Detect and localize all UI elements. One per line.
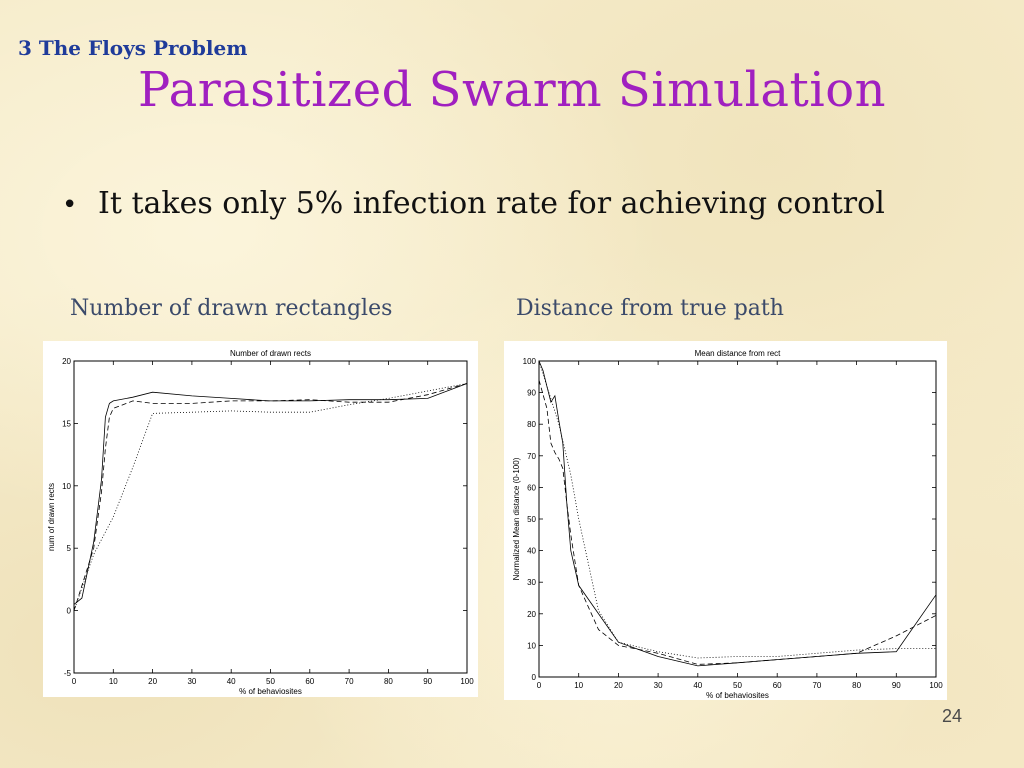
- y-tick-label: 90: [527, 389, 536, 398]
- right-chart-panel: Mean distance from rect 0 10 20 30 40 50 60 70 80…: [504, 341, 947, 700]
- x-tick-label: 70: [345, 677, 354, 686]
- series-line-dotted: [73, 383, 468, 611]
- page-number: 24: [941, 706, 962, 726]
- y-tick-label: 0: [67, 607, 72, 616]
- right-chart-caption: Distance from true path: [516, 296, 784, 321]
- x-tick-label: 90: [892, 681, 901, 690]
- x-tick-label: 10: [574, 681, 583, 690]
- y-tick-label: 40: [527, 547, 536, 556]
- series-line-solid: [73, 383, 468, 605]
- x-tick-label: 100: [929, 681, 943, 690]
- x-axis-label: % of behaviosites: [239, 687, 302, 696]
- series-line-dashed: [538, 379, 937, 665]
- x-tick-label: 0: [537, 681, 542, 690]
- y-tick-label: 70: [527, 452, 536, 461]
- y-axis-label: num of drawn rects: [47, 483, 56, 551]
- y-tick-label: 60: [527, 483, 536, 492]
- y-tick-label: 80: [527, 420, 536, 429]
- y-tick-label: 0: [532, 673, 537, 682]
- section-label: 3 The Floys Problem: [18, 36, 248, 60]
- x-tick-label: 80: [852, 681, 861, 690]
- left-chart-panel: Number of drawn rects 0 10 20 30 40 50 60 70 80 90…: [43, 341, 478, 697]
- x-tick-label: 70: [812, 681, 821, 690]
- y-tick-label: -5: [64, 669, 72, 678]
- x-tick-label: 20: [148, 677, 157, 686]
- x-tick-label: 50: [733, 681, 742, 690]
- y-axis-label: Normalized Mean distance (0-100): [512, 457, 521, 580]
- bullet-icon: •: [62, 190, 78, 220]
- x-axis-label: % of behaviosites: [706, 691, 769, 700]
- series-line-solid: [538, 360, 937, 667]
- x-tick-label: 80: [384, 677, 393, 686]
- y-tick-label: 50: [527, 515, 536, 524]
- x-tick-label: 40: [693, 681, 702, 690]
- chart-title: Mean distance from rect: [695, 349, 782, 358]
- distance-line-chart: Mean distance from rect 0 10 20 30 40 50 60 70 80…: [512, 349, 943, 700]
- y-tick-label: 100: [523, 357, 537, 366]
- y-tick-label: 15: [62, 419, 71, 428]
- x-tick-label: 50: [266, 677, 275, 686]
- y-tick-label: 20: [527, 610, 536, 619]
- bullet-text: It takes only 5% infection rate for achi…: [98, 186, 885, 221]
- x-tick-label: 90: [423, 677, 432, 686]
- plot-frame: [73, 360, 468, 674]
- x-tick-label: 60: [305, 677, 314, 686]
- y-tick-label: 10: [62, 482, 71, 491]
- x-tick-label: 10: [109, 677, 118, 686]
- y-tick-label: 20: [62, 357, 71, 366]
- x-tick-label: 0: [72, 677, 77, 686]
- x-tick-label: 30: [187, 677, 196, 686]
- y-tick-label: 30: [527, 578, 536, 587]
- x-tick-label: 30: [654, 681, 663, 690]
- slide-title: Parasitized Swarm Simulation: [137, 62, 886, 118]
- left-chart-caption: Number of drawn rectangles: [70, 296, 393, 321]
- chart-title: Number of drawn rects: [230, 349, 311, 358]
- bullet-item: • It takes only 5% infection rate for ac…: [62, 186, 885, 221]
- x-tick-label: 60: [773, 681, 782, 690]
- x-tick-label: 20: [614, 681, 623, 690]
- x-tick-label: 40: [227, 677, 236, 686]
- y-tick-label: 10: [527, 641, 536, 650]
- x-tick-label: 100: [460, 677, 474, 686]
- series-line-dashed: [73, 383, 468, 611]
- y-tick-label: 5: [67, 544, 72, 553]
